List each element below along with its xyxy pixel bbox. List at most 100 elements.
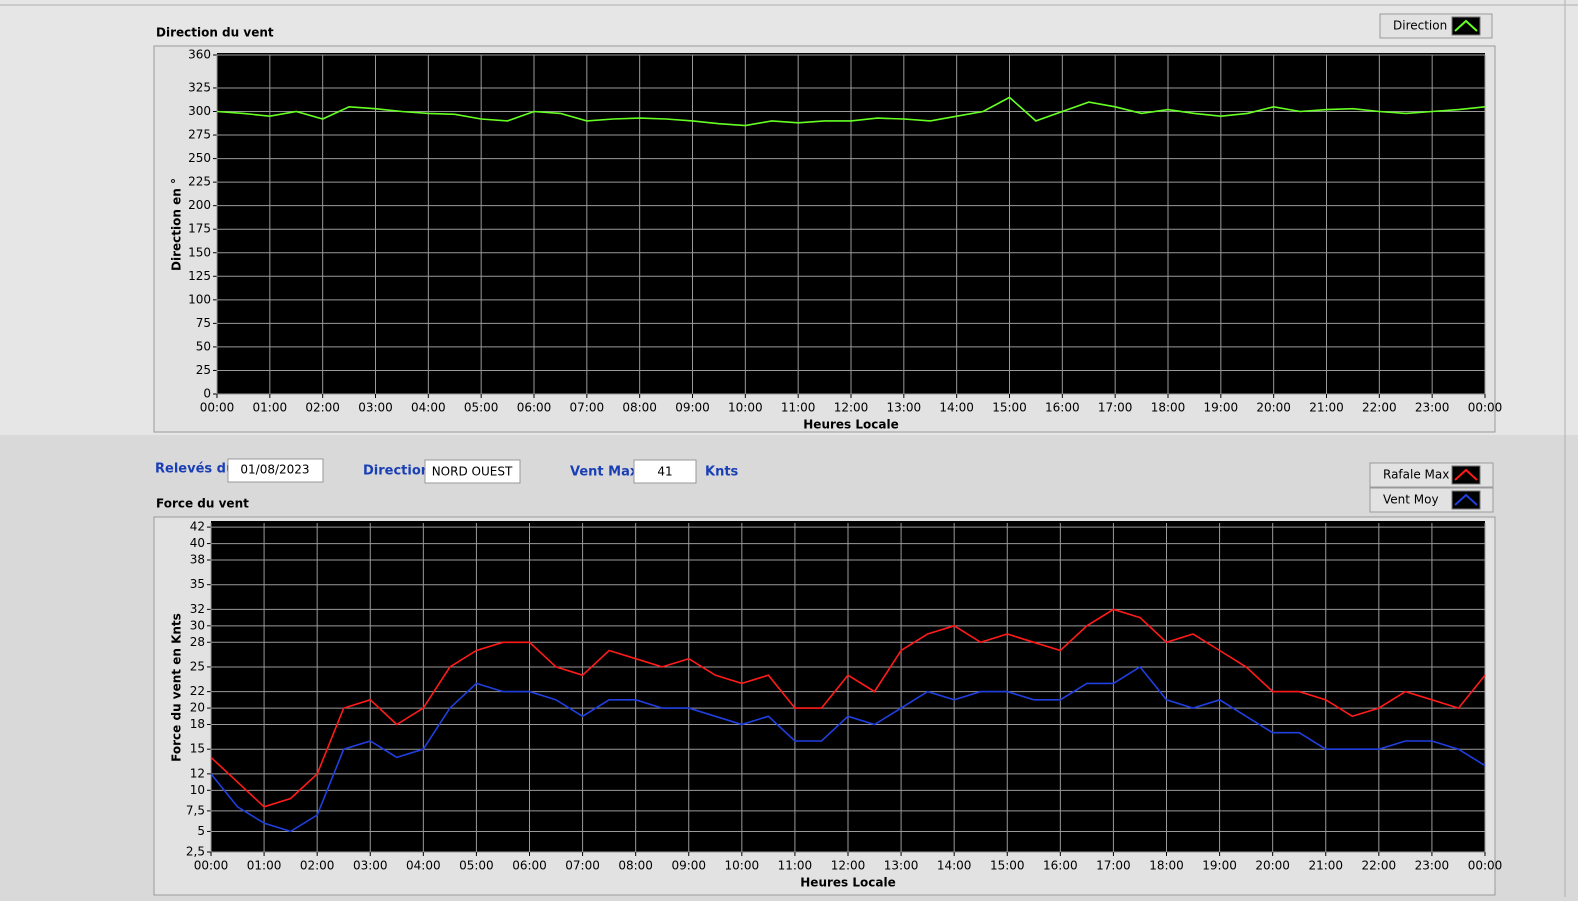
x-tick-label: 01:00 (247, 859, 282, 873)
x-tick-label: 20:00 (1255, 859, 1290, 873)
x-tick-label: 05:00 (459, 859, 494, 873)
x-tick-label: 00:00 (1468, 859, 1503, 873)
legend-label: Rafale Max (1383, 468, 1449, 482)
x-tick-label: 19:00 (1202, 859, 1237, 873)
x-tick-label: 11:00 (781, 401, 816, 415)
field-value: 41 (657, 465, 672, 479)
date-field[interactable] (227, 458, 324, 483)
y-tick-label: 0 (203, 387, 211, 401)
y-tick-label: 30 (190, 618, 205, 632)
line-series (216, 96, 1486, 127)
y-tick-label: 150 (188, 245, 211, 259)
x-tick-label: 10:00 (725, 859, 760, 873)
y-tick-label: 22 (190, 684, 205, 698)
y-tick-label: 225 (188, 175, 211, 189)
y-tick-label: 7,5 (186, 803, 205, 817)
legend-swatch (1451, 465, 1481, 485)
x-tick-label: 23:00 (1415, 859, 1450, 873)
x-tick-label: 19:00 (1204, 401, 1239, 415)
x-tick-label: 02:00 (305, 401, 340, 415)
x-tick-label: 16:00 (1045, 401, 1080, 415)
y-tick-label: 250 (188, 151, 211, 165)
x-tick-label: 13:00 (884, 859, 919, 873)
field-label: Vent Max (570, 465, 639, 480)
field-value: 01/08/2023 (240, 463, 309, 477)
x-tick-label: 20:00 (1256, 401, 1291, 415)
x-tick-label: 17:00 (1096, 859, 1131, 873)
x-tick-label: 09:00 (675, 401, 710, 415)
x-tick-label: 17:00 (1098, 401, 1133, 415)
legend-swatch (1451, 16, 1481, 36)
field-value: NORD OUEST (432, 465, 513, 479)
legend-line (1454, 468, 1478, 481)
legend-line (1454, 493, 1478, 506)
line-series (210, 608, 1486, 808)
y-tick-label: 275 (188, 128, 211, 142)
x-tick-label: 15:00 (992, 401, 1027, 415)
x-tick-label: 22:00 (1362, 859, 1397, 873)
x-tick-label: 04:00 (411, 401, 446, 415)
y-tick-label: 28 (190, 635, 205, 649)
x-tick-label: 12:00 (834, 401, 869, 415)
y-tick-label: 360 (188, 48, 211, 62)
x-tick-label: 21:00 (1308, 859, 1343, 873)
x-tick-label: 03:00 (358, 401, 393, 415)
legend-swatch (1451, 490, 1481, 510)
x-tick-label: 04:00 (406, 859, 441, 873)
y-tick-label: 100 (188, 292, 211, 306)
y-tick-label: 325 (188, 80, 211, 94)
chart-title: Direction du vent (156, 26, 274, 40)
chart-title: Force du vent (156, 497, 249, 511)
x-tick-label: 00:00 (200, 401, 235, 415)
y-tick-label: 35 (190, 577, 205, 591)
y-tick-label: 200 (188, 198, 211, 212)
x-tick-label: 22:00 (1362, 401, 1397, 415)
y-tick-label: 32 (190, 602, 205, 616)
y-tick-label: 300 (188, 104, 211, 118)
y-tick-label: 42 (190, 520, 205, 534)
x-axis-label: Heures Locale (800, 876, 895, 890)
x-tick-label: 06:00 (512, 859, 547, 873)
y-tick-label: 175 (188, 222, 211, 236)
x-tick-label: 02:00 (300, 859, 335, 873)
y-tick-label: 15 (190, 742, 205, 756)
legend-label: Direction (1393, 19, 1447, 33)
x-tick-label: 16:00 (1043, 859, 1078, 873)
field-label: Relevés du (155, 462, 235, 477)
x-tick-label: 00:00 (194, 859, 229, 873)
y-tick-label: 125 (188, 269, 211, 283)
x-tick-label: 03:00 (353, 859, 388, 873)
y-axis-label: Direction en ° (170, 178, 184, 271)
vent-max-field[interactable] (633, 459, 697, 484)
x-tick-label: 11:00 (778, 859, 813, 873)
line-series (210, 665, 1486, 833)
x-tick-label: 14:00 (937, 859, 972, 873)
y-tick-label: 75 (196, 316, 211, 330)
x-tick-label: 07:00 (570, 401, 605, 415)
field-label: Direction (363, 464, 430, 479)
legend-label: Vent Moy (1383, 493, 1439, 507)
x-tick-label: 15:00 (990, 859, 1025, 873)
y-tick-label: 40 (190, 536, 205, 550)
direction-field[interactable] (424, 459, 521, 484)
x-tick-label: 07:00 (565, 859, 600, 873)
y-tick-label: 12 (190, 766, 205, 780)
x-tick-label: 09:00 (671, 859, 706, 873)
unit-label: Knts (705, 465, 739, 480)
y-tick-label: 25 (190, 659, 205, 673)
x-tick-label: 18:00 (1151, 401, 1186, 415)
x-tick-label: 00:00 (1468, 401, 1503, 415)
y-tick-label: 10 (190, 783, 205, 797)
y-tick-label: 18 (190, 717, 205, 731)
y-tick-label: 38 (190, 553, 205, 567)
x-tick-label: 21:00 (1309, 401, 1344, 415)
x-tick-label: 13:00 (887, 401, 922, 415)
y-tick-label: 50 (196, 339, 211, 353)
y-tick-label: 25 (196, 363, 211, 377)
y-tick-label: 5 (197, 824, 205, 838)
x-tick-label: 18:00 (1149, 859, 1184, 873)
y-tick-label: 20 (190, 701, 205, 715)
x-tick-label: 23:00 (1415, 401, 1450, 415)
